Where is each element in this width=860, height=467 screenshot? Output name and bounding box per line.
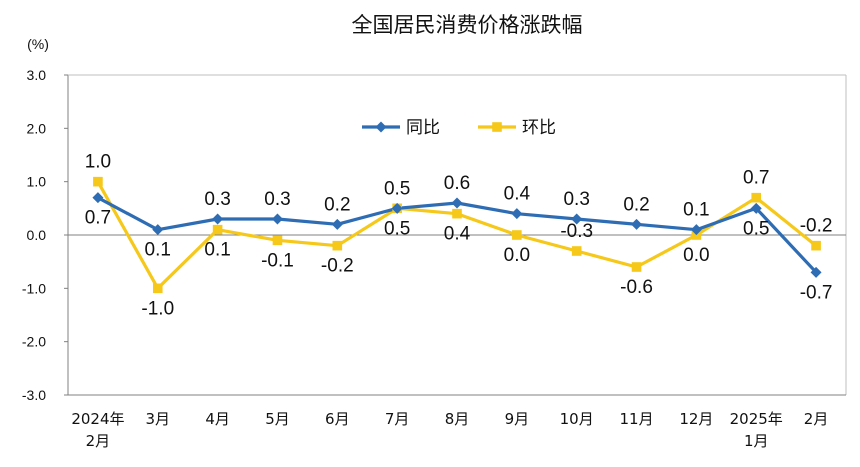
data-point-yoy xyxy=(271,213,283,225)
data-point-yoy xyxy=(331,218,343,230)
x-tick-label: 2025年 xyxy=(730,410,783,428)
data-labels: 0.7 0.1 0.3 0.3 0.2 0.5 0.6 0.4 0.3 0.2 0.1 0.5 -0.7… xyxy=(85,152,833,320)
data-point-yoy xyxy=(690,224,702,236)
legend-marker-diamond xyxy=(375,121,387,133)
data-label-yoy: 0.6 xyxy=(444,173,470,194)
x-tick-label: 1月 xyxy=(744,432,769,450)
data-label-yoy: 0.4 xyxy=(504,184,531,205)
y-tick-label: 1.0 xyxy=(27,174,47,190)
data-point-mom xyxy=(512,230,522,240)
data-point-mom xyxy=(212,224,223,235)
data-point-yoy xyxy=(571,213,583,225)
x-tick-label: 2024年 xyxy=(71,410,124,428)
x-tick-label: 3月 xyxy=(145,410,170,428)
data-point-yoy xyxy=(511,208,523,220)
data-point-mom xyxy=(152,283,163,294)
y-tick-label: 3.0 xyxy=(27,67,47,83)
x-tick-label: 11月 xyxy=(619,410,653,428)
y-tick-label: -2.0 xyxy=(22,334,46,350)
series-lines xyxy=(92,176,822,294)
data-label-yoy: 0.3 xyxy=(264,189,290,210)
data-point-mom xyxy=(332,240,343,251)
data-point-yoy xyxy=(750,202,762,214)
y-unit-label: (%) xyxy=(27,36,49,52)
data-point-yoy xyxy=(451,197,463,209)
data-label-mom: -0.2 xyxy=(800,216,833,237)
x-tick-label: 2月 xyxy=(86,432,111,450)
data-label-mom: -0.1 xyxy=(261,250,294,271)
x-tick-label: 6月 xyxy=(325,410,350,428)
data-label-mom: 1.0 xyxy=(85,152,111,173)
x-tick-label: 7月 xyxy=(385,410,410,428)
x-tick-label: 5月 xyxy=(265,410,290,428)
data-point-mom xyxy=(751,192,762,203)
data-label-mom: 0.5 xyxy=(384,218,410,239)
data-label-yoy: 0.2 xyxy=(623,194,649,215)
data-point-yoy xyxy=(391,202,403,214)
data-label-yoy: 0.7 xyxy=(85,208,111,229)
data-point-mom xyxy=(631,262,642,272)
data-point-yoy xyxy=(810,266,822,278)
data-label-yoy: 0.1 xyxy=(145,240,171,261)
data-label-mom: -0.2 xyxy=(321,256,354,277)
legend: 同比 环比 xyxy=(362,118,556,138)
x-tick-label: 8月 xyxy=(445,410,470,428)
y-tick-label: 0.0 xyxy=(27,227,47,243)
data-point-mom xyxy=(452,208,462,219)
data-label-mom: -1.0 xyxy=(141,298,174,319)
y-tick-label: -1.0 xyxy=(22,280,46,296)
y-tick-label: -3.0 xyxy=(22,387,46,403)
x-tick-label: 4月 xyxy=(205,410,230,428)
data-point-mom xyxy=(272,235,283,246)
data-label-yoy: 0.3 xyxy=(204,189,230,210)
data-label-yoy: 0.2 xyxy=(324,194,350,215)
x-tick-label: 2月 xyxy=(804,410,829,428)
data-label-mom: 0.0 xyxy=(683,245,709,266)
legend-label: 同比 xyxy=(406,118,440,138)
data-label-yoy: 0.5 xyxy=(384,178,410,199)
data-point-mom xyxy=(93,176,103,187)
data-point-yoy xyxy=(152,224,164,236)
data-point-mom xyxy=(811,240,821,251)
data-point-mom xyxy=(571,246,582,256)
legend-marker-square xyxy=(492,122,502,132)
data-label-yoy: 0.5 xyxy=(743,218,769,239)
x-tick-label: 10月 xyxy=(560,410,594,428)
data-label-yoy: 0.3 xyxy=(563,189,589,210)
data-label-mom: 0.7 xyxy=(743,168,769,189)
data-label-yoy: 0.1 xyxy=(683,200,709,221)
chart-title: 全国居民消费价格涨跌幅 xyxy=(352,13,583,37)
axes: 3.0 2.0 1.0 0.0 -1.0 -2.0 -3.0 2024年 2月 3月 4月 5月 6月 7… xyxy=(22,67,847,450)
data-label-mom: 0.0 xyxy=(504,245,530,266)
data-label-yoy: -0.7 xyxy=(800,282,833,303)
data-label-mom: 0.1 xyxy=(204,240,230,261)
data-point-yoy xyxy=(212,213,224,225)
y-tick-label: 2.0 xyxy=(27,120,47,136)
data-label-mom: -0.3 xyxy=(560,221,593,242)
data-point-yoy xyxy=(92,192,104,204)
legend-label: 环比 xyxy=(522,118,556,138)
data-point-yoy xyxy=(631,218,643,230)
data-label-mom: 0.4 xyxy=(444,224,471,245)
x-tick-label: 12月 xyxy=(679,410,713,428)
x-tick-label: 9月 xyxy=(505,410,530,428)
data-label-mom: -0.6 xyxy=(620,277,653,298)
